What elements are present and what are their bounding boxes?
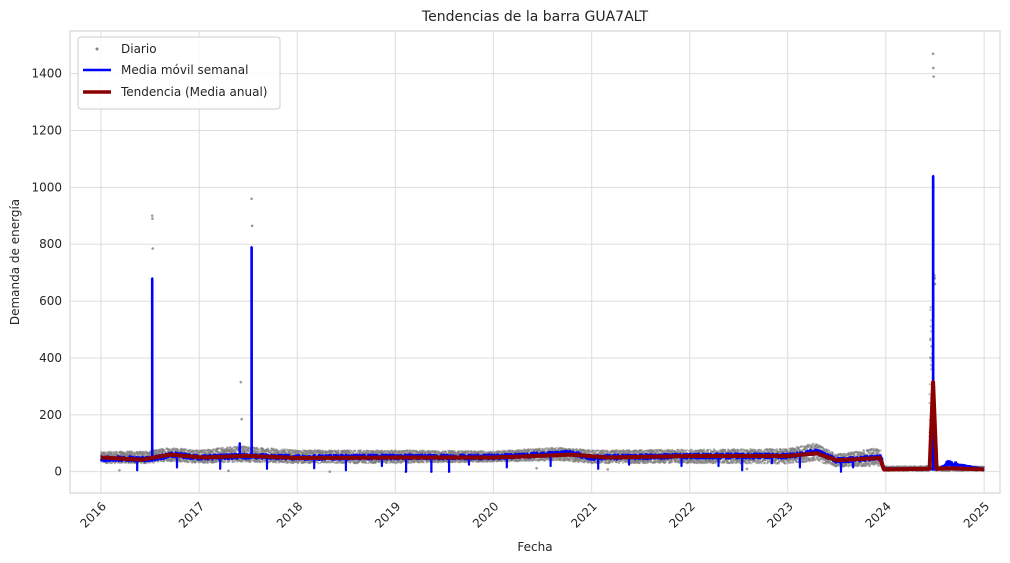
daily-point (354, 450, 357, 453)
daily-point (365, 461, 368, 464)
daily-point (163, 448, 166, 452)
daily-point (445, 450, 448, 453)
daily-point (267, 448, 270, 452)
daily-point (140, 462, 143, 465)
daily-point (234, 450, 238, 453)
daily-point (177, 448, 180, 451)
daily-point (257, 448, 260, 451)
daily-point (422, 461, 425, 464)
grid-lines (70, 31, 1000, 493)
daily-point (195, 460, 198, 464)
daily-point (115, 450, 118, 453)
daily-point (409, 449, 412, 452)
daily-point (228, 459, 231, 463)
daily-point (337, 449, 340, 452)
daily-point (481, 450, 484, 453)
daily-point (360, 449, 363, 452)
daily-point (221, 446, 224, 449)
daily-point (284, 448, 287, 451)
daily-point (125, 461, 128, 464)
daily-point (163, 459, 166, 462)
daily-point (317, 462, 320, 465)
daily-point (149, 461, 152, 464)
plot-area (99, 52, 986, 473)
daily-point (358, 460, 361, 463)
